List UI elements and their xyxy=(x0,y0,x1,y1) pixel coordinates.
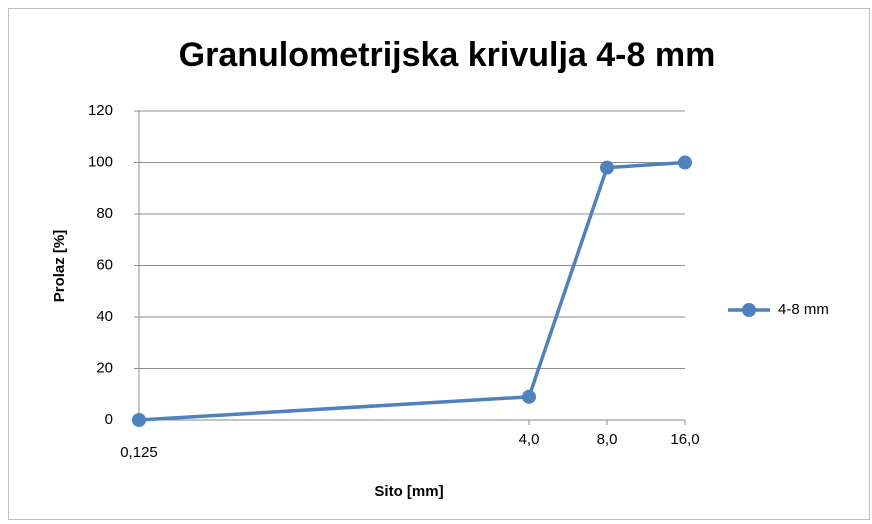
x-tick-label: 8,0 xyxy=(597,431,618,448)
y-tick-label: 60 xyxy=(96,256,113,273)
data-point xyxy=(132,413,146,427)
y-axis-title: Prolaz [%] xyxy=(51,230,68,303)
y-tick-label: 120 xyxy=(88,102,113,119)
data-point xyxy=(522,389,536,404)
data-point xyxy=(678,155,692,170)
y-tick-label: 100 xyxy=(88,153,113,170)
y-tick-label: 0 xyxy=(105,411,113,428)
data-line xyxy=(138,160,686,422)
legend-label: 4-8 mm xyxy=(778,301,829,318)
y-tick-label: 80 xyxy=(96,205,113,222)
data-point xyxy=(600,160,614,175)
y-tick-label: 40 xyxy=(96,308,113,325)
x-axis-title: Sito [mm] xyxy=(374,483,443,500)
x-tick-label: 4,0 xyxy=(519,431,540,448)
x-tick-label: 0,125 xyxy=(120,444,158,461)
legend-marker xyxy=(742,303,756,317)
x-tick-label: 16,0 xyxy=(670,431,699,448)
chart-frame xyxy=(8,8,870,520)
chart-title: Granulometrijska krivulja 4-8 mm xyxy=(179,36,716,74)
y-tick-label: 20 xyxy=(96,359,113,376)
